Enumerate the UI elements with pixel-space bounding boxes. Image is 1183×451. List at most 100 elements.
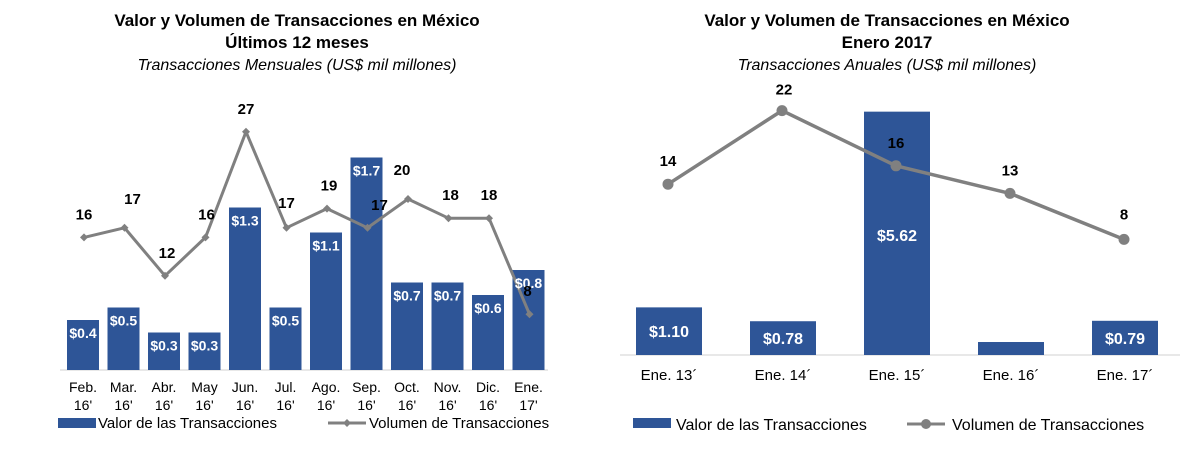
left-x-tick-label: Abr. xyxy=(152,379,177,395)
left-x-tick-label: Jun. xyxy=(232,379,258,395)
left-bar-label: $0.8 xyxy=(515,275,542,291)
right-bar-label: $1.10 xyxy=(649,324,689,341)
right-line-group xyxy=(662,105,1130,245)
left-volume-line xyxy=(83,130,531,315)
right-volume-point xyxy=(890,160,902,172)
left-legend-bar-swatch xyxy=(58,418,96,428)
left-x-tick-label: Oct. xyxy=(394,379,420,395)
left-volume-label: 16 xyxy=(76,206,93,223)
right-chart-title-line2: Enero 2017 xyxy=(842,33,933,52)
left-x-tick-label-year: 16' xyxy=(357,397,375,413)
right-bar xyxy=(978,342,1044,355)
left-x-tick-label-year: 16' xyxy=(155,397,173,413)
left-volume-label: 16 xyxy=(198,206,215,223)
right-volume-point xyxy=(1004,187,1016,199)
left-x-tick-label: Feb. xyxy=(69,379,97,395)
left-x-tick-label-year: 16' xyxy=(276,397,294,413)
right-bar-label: $0.79 xyxy=(1105,331,1145,348)
right-x-tick-label: Ene. 15´ xyxy=(869,367,926,384)
left-volume-label: 19 xyxy=(321,178,338,195)
left-x-tick-label-year: 16' xyxy=(398,397,416,413)
left-bar-label: $0.6 xyxy=(474,300,501,316)
left-bar-label: $0.3 xyxy=(150,338,177,354)
left-volume-label: 18 xyxy=(481,187,498,204)
right-labels-group: Ene. 13´ Ene. 14´ Ene. 15´ Ene. 16´ Ene. 17´… xyxy=(641,82,1154,384)
left-volume-point xyxy=(525,310,534,319)
left-x-tick-label-year: 16' xyxy=(317,397,335,413)
left-volume-point xyxy=(120,223,129,232)
right-bar-label: $0.78 xyxy=(763,331,803,348)
left-volume-label: 17 xyxy=(124,191,141,208)
right-bar-label: $5.62 xyxy=(877,228,917,245)
left-x-tick-label: Mar. xyxy=(110,379,137,395)
right-bar-label: $0.30 xyxy=(991,325,1031,342)
left-volume-point xyxy=(363,223,372,232)
right-volume-point xyxy=(1118,233,1130,245)
left-x-tick-label-year: 16' xyxy=(74,397,92,413)
left-volume-label: 17 xyxy=(371,197,388,214)
left-bar xyxy=(229,207,261,370)
left-volume-point xyxy=(404,195,412,203)
left-legend-line-label: Volumen de Transacciones xyxy=(369,415,549,432)
left-x-tick-label: Jul. xyxy=(275,379,297,395)
left-volume-point xyxy=(485,214,493,223)
right-bar xyxy=(750,321,816,355)
left-x-tick-label-year: 16' xyxy=(195,397,213,413)
left-bars-group xyxy=(67,157,545,370)
left-bar xyxy=(148,332,180,370)
left-volume-label: 18 xyxy=(442,187,459,204)
left-bar xyxy=(67,320,99,370)
right-bar xyxy=(1092,320,1158,355)
left-bar xyxy=(431,282,464,370)
left-bar xyxy=(188,332,221,370)
left-x-tick-label: Nov. xyxy=(434,379,462,395)
left-x-tick-label: May xyxy=(191,379,217,395)
left-bar-label: $1.7 xyxy=(353,163,380,179)
right-chart-title: Valor y Volumen de Transacciones en Méxi… xyxy=(704,11,1069,30)
left-line-group xyxy=(80,127,534,319)
left-x-tick-label-year: 16' xyxy=(114,397,132,413)
left-x-tick-label-year: 17' xyxy=(519,397,537,413)
left-legend-line-marker xyxy=(343,419,351,427)
left-volume-point xyxy=(444,214,453,223)
left-bar-label: $0.7 xyxy=(393,288,420,304)
right-x-tick-label: Ene. 16´ xyxy=(983,367,1040,384)
right-volume-label: 14 xyxy=(660,153,677,170)
right-volume-label: 13 xyxy=(1002,162,1019,179)
left-volume-point xyxy=(161,271,169,280)
right-volume-label: 16 xyxy=(888,135,905,152)
left-x-tick-label: Dic. xyxy=(476,379,500,395)
left-chart-title: Valor y Volumen de Transacciones en Méxi… xyxy=(114,11,479,30)
left-volume-point xyxy=(201,233,210,242)
right-legend-line-marker xyxy=(921,419,931,429)
left-bar-label: $0.5 xyxy=(272,313,299,329)
left-volume-point xyxy=(323,204,331,213)
left-legend-bar-label: Valor de las Transacciones xyxy=(98,415,277,432)
right-volume-point xyxy=(662,178,674,190)
left-volume-point xyxy=(242,127,250,136)
left-volume-label: 20 xyxy=(394,162,411,179)
right-x-tick-label: Ene. 13´ xyxy=(641,367,698,384)
right-chart-subtitle: Transacciones Anuales (US$ mil millones) xyxy=(738,57,1037,74)
right-legend-bar-label: Valor de las Transacciones xyxy=(676,417,867,434)
right-volume-label: 8 xyxy=(1120,206,1128,223)
left-x-tick-label: Ene. xyxy=(514,379,543,395)
left-bar xyxy=(350,157,383,370)
left-chart-title-line2: Últimos 12 meses xyxy=(225,33,369,52)
left-volume-point xyxy=(282,223,291,232)
right-bars-group xyxy=(636,111,1158,356)
left-volume-label: 27 xyxy=(238,101,255,118)
left-chart-subtitle: Transacciones Mensuales (US$ mil millone… xyxy=(138,57,457,74)
left-bar-label: $0.4 xyxy=(69,325,96,341)
right-bar xyxy=(864,111,930,356)
left-labels-group: $0.4 Feb. 16' $0.5 Mar. 16' $0.3 Abr. 16' $0.3 May… xyxy=(69,101,543,413)
right-legend-bar-swatch xyxy=(633,418,671,428)
left-x-tick-label: Ago. xyxy=(312,379,341,395)
left-bar-label: $0.5 xyxy=(110,313,137,329)
left-bar xyxy=(107,307,140,370)
left-bar xyxy=(310,232,342,370)
left-bar xyxy=(472,295,504,370)
left-volume-label: 8 xyxy=(523,283,531,300)
right-volume-label: 22 xyxy=(776,82,793,99)
